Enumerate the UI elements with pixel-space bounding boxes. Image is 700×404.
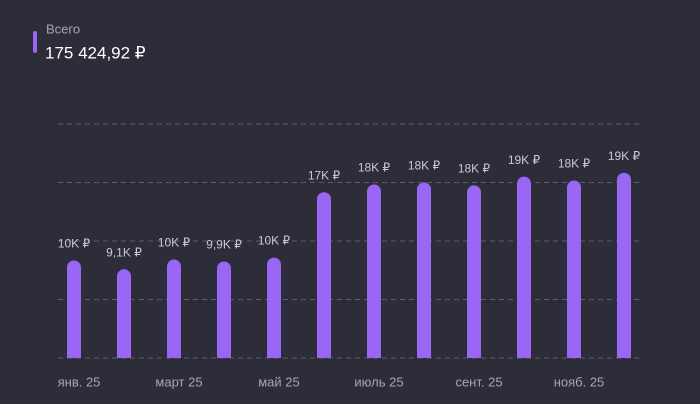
legend-title: Всего xyxy=(46,21,80,36)
value-label: 9,9K ₽ xyxy=(206,238,242,252)
x-tick-label: март 25 xyxy=(155,374,202,389)
bar xyxy=(617,172,631,358)
value-label: 18K ₽ xyxy=(458,162,491,176)
value-label: 10K ₽ xyxy=(58,237,91,251)
bar xyxy=(217,261,231,358)
bar xyxy=(117,269,131,358)
x-tick-label: июль 25 xyxy=(354,374,403,389)
bar xyxy=(167,259,181,358)
legend-marker xyxy=(33,31,37,53)
bar xyxy=(317,192,331,358)
value-label: 19K ₽ xyxy=(608,149,641,163)
x-tick-label: нояб. 25 xyxy=(554,374,605,389)
x-tick-label: май 25 xyxy=(258,374,300,389)
bar xyxy=(417,182,431,358)
total-value: 175 424,92 ₽ xyxy=(45,43,146,62)
bar xyxy=(517,176,531,358)
x-tick-label: сент. 25 xyxy=(455,374,502,389)
value-label: 19K ₽ xyxy=(508,153,541,167)
value-label: 18K ₽ xyxy=(558,157,591,171)
value-label: 10K ₽ xyxy=(158,236,191,250)
value-label: 17K ₽ xyxy=(308,168,341,182)
bar xyxy=(567,180,581,358)
bar xyxy=(367,184,381,358)
bar xyxy=(267,257,281,358)
value-label: 18K ₽ xyxy=(408,159,441,173)
bar xyxy=(67,260,82,358)
x-tick-label: янв. 25 xyxy=(58,374,101,389)
bar xyxy=(467,185,481,358)
value-label: 9,1K ₽ xyxy=(106,245,142,259)
value-label: 10K ₽ xyxy=(258,234,291,248)
value-label: 18K ₽ xyxy=(358,161,391,175)
